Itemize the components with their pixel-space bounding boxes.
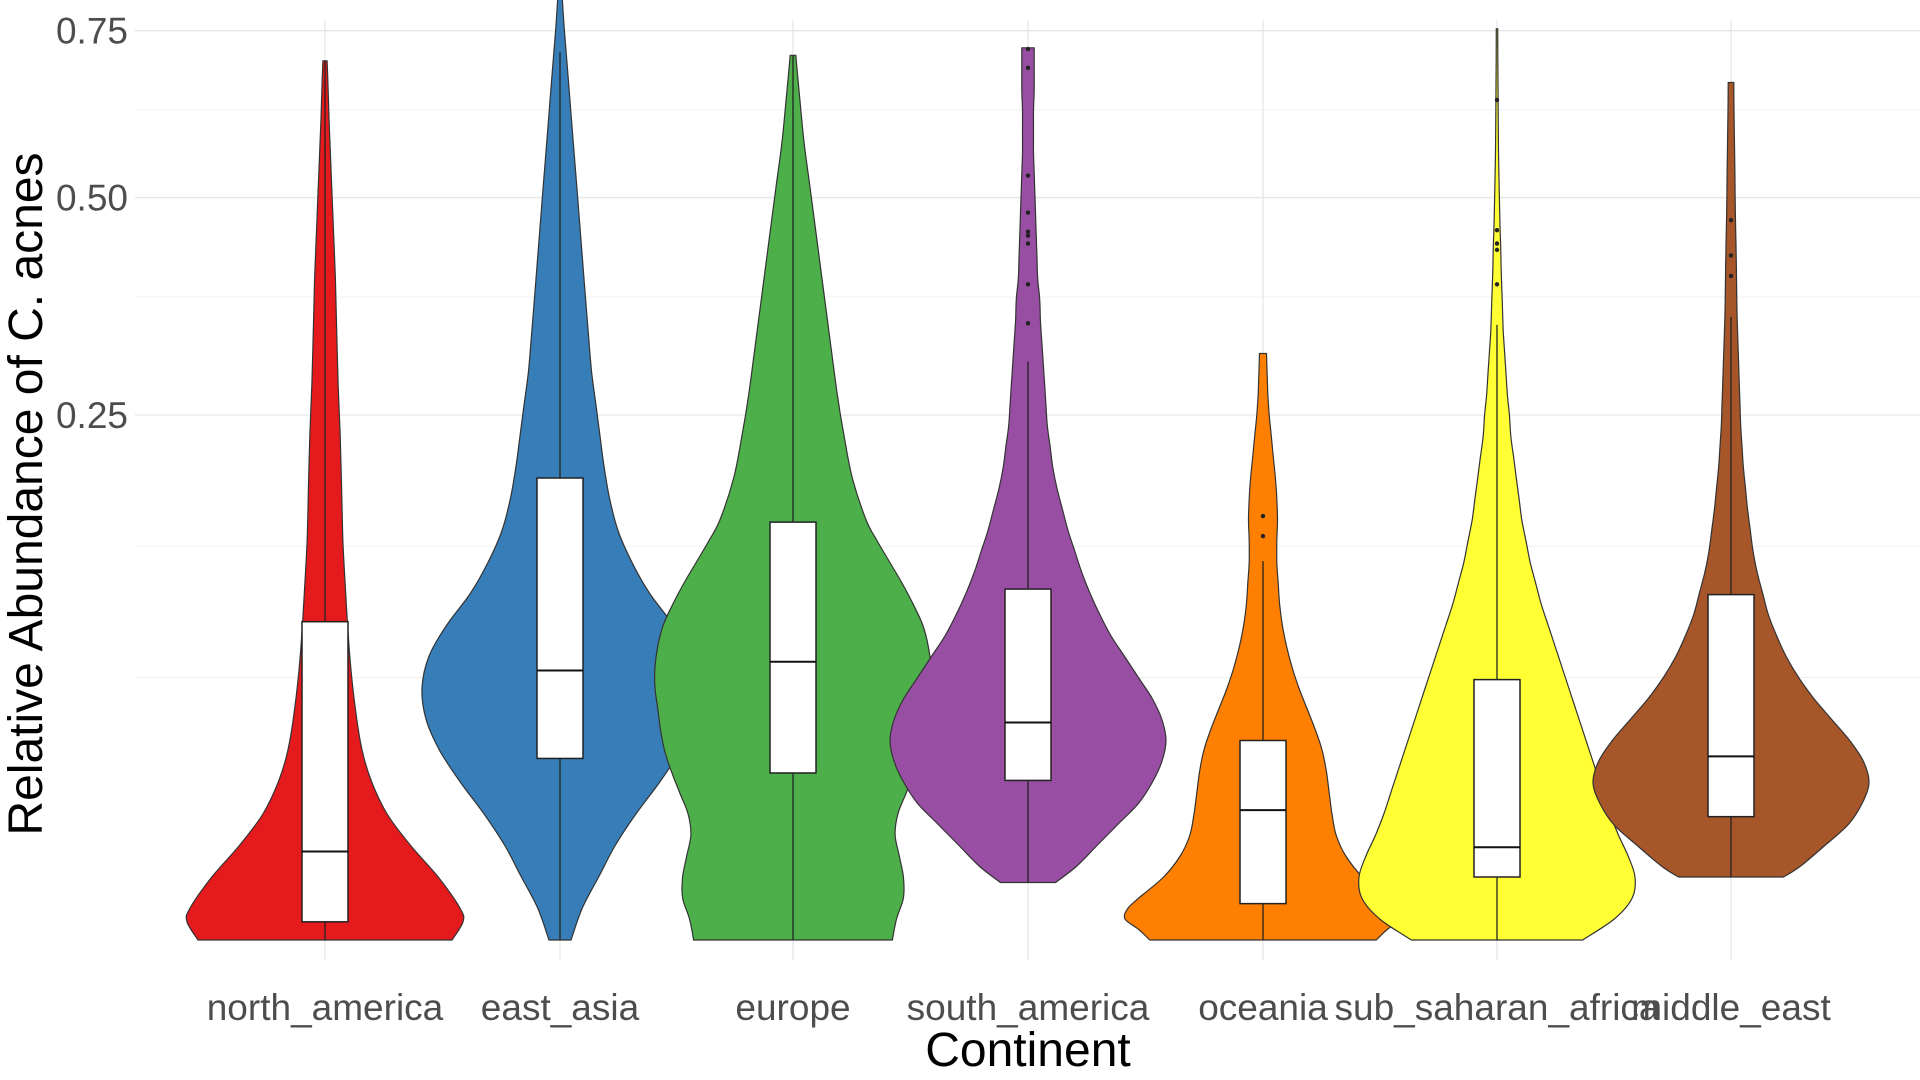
- x-tick-label-europe: europe: [735, 987, 850, 1028]
- outlier-point-south-america: [1025, 173, 1031, 178]
- x-tick-label-east-asia: east_asia: [481, 987, 640, 1028]
- outlier-point-sub-saharan-africa: [1494, 247, 1500, 253]
- outlier-point-sub-saharan-africa: [1494, 282, 1500, 287]
- outlier-point-south-america: [1025, 46, 1031, 52]
- outlier-point-oceania: [1260, 533, 1266, 539]
- x-tick-label-middle-east: middle_east: [1631, 987, 1831, 1028]
- boxplots: [301, 46, 1755, 940]
- box-north-america: [301, 620, 349, 923]
- x-tick-label-north-america: north_america: [207, 987, 444, 1028]
- outlier-point-south-america: [1025, 282, 1031, 287]
- y-tick-label: 0.25: [56, 395, 128, 436]
- outlier-point-sub-saharan-africa: [1494, 227, 1500, 233]
- y-axis-title: Relative Abundance of C. acnes: [0, 152, 53, 835]
- outlier-point-south-america: [1025, 233, 1031, 238]
- outlier-point-middle-east: [1728, 217, 1734, 223]
- outlier-point-sub-saharan-africa: [1494, 241, 1500, 246]
- box-east-asia: [536, 477, 584, 760]
- outlier-point-south-america: [1025, 229, 1031, 234]
- y-tick-label: 0.50: [56, 178, 128, 219]
- outlier-point-south-america: [1025, 241, 1031, 246]
- box-sub-saharan-africa: [1473, 678, 1521, 878]
- outlier-point-south-america: [1025, 321, 1031, 326]
- x-tick-label-oceania: oceania: [1198, 987, 1328, 1028]
- x-tick-label-sub-saharan-africa: sub_saharan_africa: [1335, 987, 1660, 1028]
- outlier-point-middle-east: [1728, 253, 1734, 258]
- outlier-point-sub-saharan-africa: [1494, 97, 1500, 103]
- outlier-point-south-america: [1025, 65, 1031, 71]
- box-south-america: [1004, 588, 1052, 782]
- outlier-point-oceania: [1260, 513, 1266, 519]
- x-tick-label-south-america: south_america: [907, 987, 1150, 1028]
- y-tick-label: 0.75: [56, 11, 128, 52]
- box-middle-east: [1707, 593, 1755, 818]
- x-axis-title: Continent: [925, 1024, 1130, 1077]
- box-oceania: [1239, 739, 1287, 905]
- x-axis-ticks: north_america east_asia europe south_americ…: [207, 987, 1832, 1028]
- y-axis-ticks: 0.25 0.50 0.75: [56, 11, 128, 436]
- box-europe: [769, 521, 817, 774]
- outlier-point-south-america: [1025, 210, 1031, 215]
- outlier-point-middle-east: [1728, 273, 1734, 279]
